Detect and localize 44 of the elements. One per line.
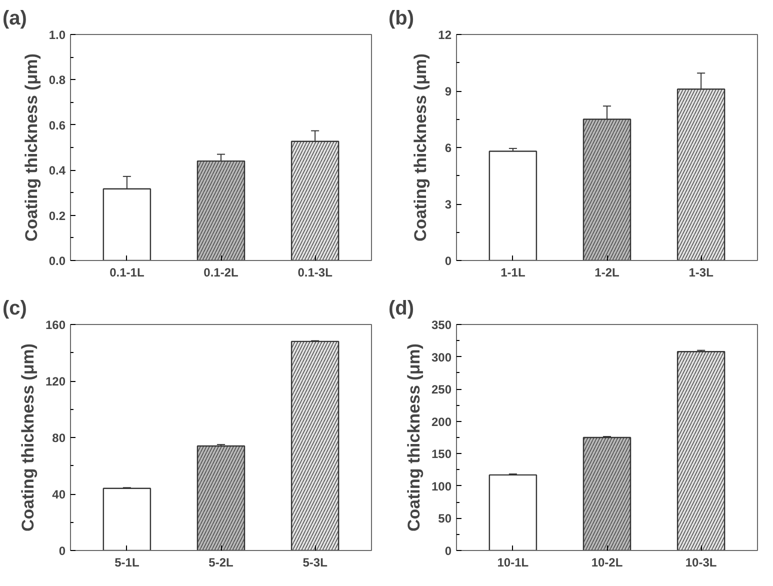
y-tick-label: 0.4 <box>48 164 66 178</box>
x-tick-label: 1-1L <box>500 266 526 280</box>
y-tick-label: 250 <box>431 382 452 397</box>
y-tick-label: 0.8 <box>48 73 66 88</box>
x-tick-label: 5-1L <box>114 556 140 570</box>
y-tick-label: 6 <box>444 141 452 155</box>
y-tick-label: 200 <box>431 414 452 429</box>
chart-title: (d) <box>388 298 414 320</box>
y-tick-label: 150 <box>431 447 452 462</box>
x-tick-label: 1-2L <box>594 266 620 280</box>
y-axis-title: Coating thickness (μm) <box>22 54 41 242</box>
y-tick-label: 9 <box>444 84 452 98</box>
x-tick-label: 5-2L <box>208 556 234 570</box>
chart-title: (c) <box>2 298 27 320</box>
y-axis-title: Coating thickness (μm) <box>411 54 430 242</box>
y-tick-label: 300 <box>431 350 452 364</box>
y-tick-label: 160 <box>45 318 66 332</box>
x-tick-label: 10-3L <box>685 556 717 570</box>
y-tick-label: 3 <box>444 198 452 212</box>
y-tick-label: 120 <box>45 374 66 388</box>
x-tick-label: 10-1L <box>497 556 529 570</box>
y-tick-label: 0 <box>444 254 452 268</box>
y-tick-label: 0.2 <box>48 208 66 223</box>
y-axis-title: Coating thickness (μm) <box>404 344 424 532</box>
y-tick-label: 100 <box>431 479 452 494</box>
x-tick-label: 10-2L <box>591 556 623 570</box>
y-axis-title: Coating thickness (μm) <box>18 344 38 532</box>
y-tick-label: 0.6 <box>48 118 66 132</box>
y-tick-label: 0 <box>444 544 452 558</box>
x-tick-label: 5-3L <box>302 556 328 570</box>
x-tick-label: 0.1-2L <box>204 266 238 280</box>
y-tick-label: 0.0 <box>48 254 66 268</box>
y-tick-label: 350 <box>431 318 452 332</box>
chart-title: (b) <box>388 8 414 30</box>
y-tick-label: 1.0 <box>48 28 66 42</box>
chart-title: (a) <box>2 8 27 30</box>
x-tick-label: 1-3L <box>688 266 714 280</box>
y-tick-label: 12 <box>438 28 452 42</box>
y-tick-label: 50 <box>438 512 452 526</box>
x-tick-label: 0.1-1L <box>110 266 144 280</box>
y-tick-label: 80 <box>52 431 66 445</box>
y-tick-label: 40 <box>52 488 66 502</box>
y-tick-label: 0 <box>58 544 66 558</box>
x-tick-label: 0.1-3L <box>298 266 332 280</box>
